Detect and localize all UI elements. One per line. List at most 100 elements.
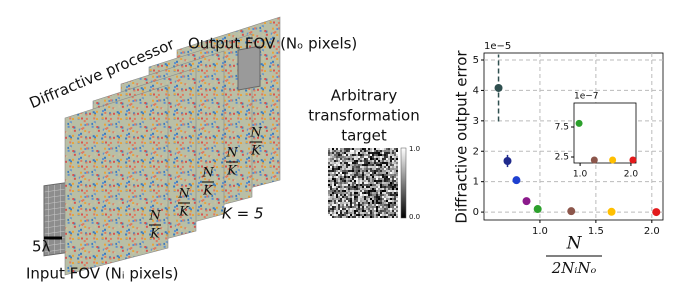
target-pixel — [330, 158, 332, 160]
target-pixel — [338, 162, 340, 164]
target-pixel — [330, 170, 332, 172]
target-pixel — [346, 176, 348, 178]
target-pixel — [378, 194, 380, 196]
target-pixel — [350, 164, 352, 166]
target-pixel — [332, 212, 334, 214]
target-pixel — [380, 164, 382, 166]
target-pixel — [384, 216, 386, 218]
target-pixel — [380, 210, 382, 212]
target-pixel — [354, 202, 356, 204]
target-pixel — [372, 168, 374, 170]
target-pixel — [340, 182, 342, 184]
target-pixel — [346, 202, 348, 204]
target-pixel — [344, 182, 346, 184]
target-pixel — [370, 166, 372, 168]
target-pixel — [372, 150, 374, 152]
target-pixel — [340, 208, 342, 210]
target-pixel — [364, 160, 366, 162]
target-pixel — [334, 198, 336, 200]
target-pixel — [336, 212, 338, 214]
target-pixel — [348, 154, 350, 156]
layer-spacing-label: N — [225, 146, 238, 161]
target-pixel — [358, 170, 360, 172]
target-pixel — [334, 158, 336, 160]
target-pixel — [336, 184, 338, 186]
target-pixel — [366, 190, 368, 192]
target-pixel — [348, 196, 350, 198]
target-pixel — [380, 148, 382, 150]
target-pixel — [344, 154, 346, 156]
target-pixel — [394, 202, 396, 204]
target-pixel — [332, 186, 334, 188]
target-pixel — [374, 184, 376, 186]
target-pixel — [384, 194, 386, 196]
target-pixel — [388, 172, 390, 174]
target-pixel — [394, 184, 396, 186]
target-pixel — [352, 208, 354, 210]
target-pixel — [338, 164, 340, 166]
target-pixel — [392, 186, 394, 188]
target-pixel — [346, 156, 348, 158]
target-pixel — [344, 172, 346, 174]
target-pixel — [338, 208, 340, 210]
target-pixel — [390, 206, 392, 208]
target-pixel — [336, 180, 338, 182]
target-pixel — [338, 216, 340, 218]
target-pixel — [364, 216, 366, 218]
target-pixel — [344, 164, 346, 166]
target-pixel — [364, 196, 366, 198]
target-pixel — [330, 194, 332, 196]
target-pixel — [396, 208, 398, 210]
target-pixel — [340, 162, 342, 164]
target-pixel — [340, 200, 342, 202]
target-pixel — [338, 196, 340, 198]
target-pixel — [386, 206, 388, 208]
target-pixel — [396, 170, 398, 172]
target-pixel — [384, 212, 386, 214]
target-pixel — [344, 158, 346, 160]
target-pixel — [382, 172, 384, 174]
target-pixel — [394, 160, 396, 162]
target-pixel — [388, 180, 390, 182]
target-pixel — [392, 158, 394, 160]
target-pixel — [352, 188, 354, 190]
target-pixel — [364, 198, 366, 200]
target-pixel — [360, 198, 362, 200]
target-pixel — [384, 158, 386, 160]
target-pixel — [382, 214, 384, 216]
target-pixel — [332, 156, 334, 158]
target-pixel — [334, 164, 336, 166]
target-pixel — [344, 150, 346, 152]
target-pixel — [366, 186, 368, 188]
target-pixel — [338, 178, 340, 180]
target-pixel — [368, 204, 370, 206]
target-pixel — [348, 152, 350, 154]
y-tick-label: 4 — [473, 85, 479, 96]
target-pixel — [376, 174, 378, 176]
target-pixel — [376, 186, 378, 188]
target-pixel — [380, 184, 382, 186]
target-pixel — [346, 210, 348, 212]
target-pixel — [336, 154, 338, 156]
target-pixel — [392, 170, 394, 172]
target-pixel — [360, 194, 362, 196]
target-pixel — [366, 158, 368, 160]
target-pixel — [390, 174, 392, 176]
target-pixel — [372, 196, 374, 198]
target-pixel — [378, 206, 380, 208]
target-pixel — [380, 190, 382, 192]
target-pixel — [358, 174, 360, 176]
target-pixel — [380, 214, 382, 216]
target-pixel — [388, 194, 390, 196]
target-pixel — [388, 210, 390, 212]
target-pixel — [346, 208, 348, 210]
target-pixel — [380, 182, 382, 184]
target-pixel — [364, 210, 366, 212]
target-pixel — [330, 154, 332, 156]
y-tick-label: 1 — [473, 177, 479, 188]
target-pixel — [396, 150, 398, 152]
target-pixel — [382, 206, 384, 208]
target-pixel — [344, 170, 346, 172]
target-pixel — [378, 176, 380, 178]
